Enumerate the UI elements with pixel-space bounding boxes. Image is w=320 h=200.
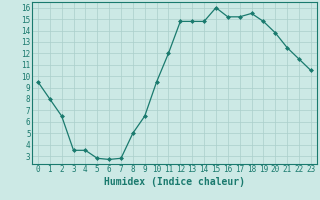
X-axis label: Humidex (Indice chaleur): Humidex (Indice chaleur) <box>104 177 245 187</box>
